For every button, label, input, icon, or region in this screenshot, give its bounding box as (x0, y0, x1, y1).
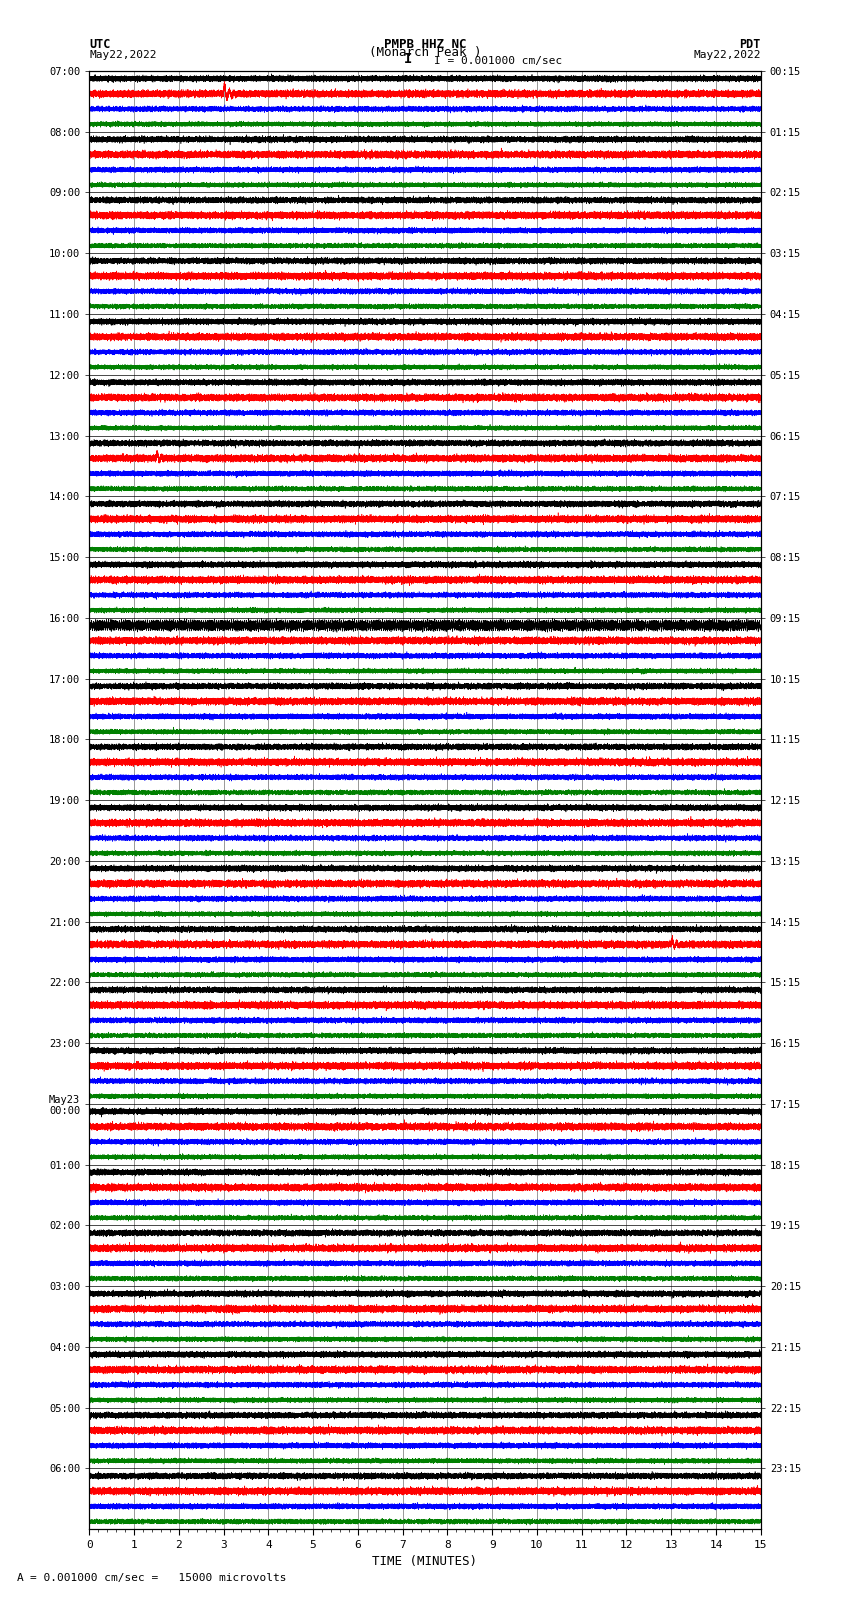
Text: UTC: UTC (89, 37, 110, 50)
Text: May22,2022: May22,2022 (89, 50, 156, 60)
Text: I: I (404, 52, 412, 66)
Text: PMPB HHZ NC: PMPB HHZ NC (383, 37, 467, 50)
Text: I = 0.001000 cm/sec: I = 0.001000 cm/sec (434, 56, 562, 66)
X-axis label: TIME (MINUTES): TIME (MINUTES) (372, 1555, 478, 1568)
Text: May22,2022: May22,2022 (694, 50, 761, 60)
Text: (Monarch Peak ): (Monarch Peak ) (369, 45, 481, 58)
Text: A: A (17, 1573, 24, 1582)
Text: PDT: PDT (740, 37, 761, 50)
Text: = 0.001000 cm/sec =   15000 microvolts: = 0.001000 cm/sec = 15000 microvolts (30, 1573, 286, 1582)
